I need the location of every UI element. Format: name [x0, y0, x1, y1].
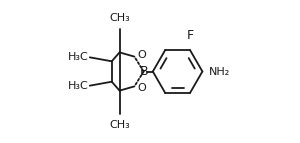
Text: B: B — [139, 65, 148, 78]
Text: CH₃: CH₃ — [109, 13, 130, 23]
Text: H₃C: H₃C — [68, 52, 88, 62]
Text: NH₂: NH₂ — [209, 66, 230, 77]
Text: CH₃: CH₃ — [109, 120, 130, 130]
Text: H₃C: H₃C — [68, 81, 88, 91]
Text: O: O — [137, 83, 146, 93]
Text: F: F — [187, 29, 194, 42]
Text: O: O — [137, 50, 146, 60]
